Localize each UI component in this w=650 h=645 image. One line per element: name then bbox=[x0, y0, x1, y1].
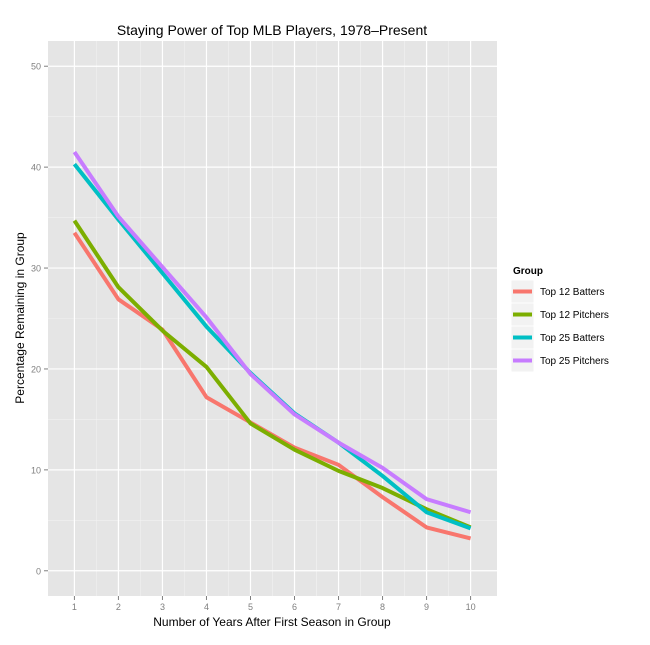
series-line-top-25-pitchers bbox=[72, 150, 472, 515]
legend-label: Top 25 Pitchers bbox=[540, 356, 609, 367]
y-tick-label: 10 bbox=[31, 465, 41, 475]
x-tick-label: 2 bbox=[116, 602, 121, 612]
y-tick-label: 40 bbox=[31, 163, 41, 173]
y-tick-label: 0 bbox=[36, 566, 41, 576]
x-tick-label: 10 bbox=[466, 602, 476, 612]
x-tick-label: 4 bbox=[204, 602, 209, 612]
x-tick-label: 3 bbox=[160, 602, 165, 612]
x-tick-label: 5 bbox=[248, 602, 253, 612]
legend-title: Group bbox=[513, 266, 543, 277]
y-axis-label: Percentage Remaining in Group bbox=[13, 232, 27, 404]
series-line-top-12-pitchers bbox=[72, 219, 472, 530]
x-tick-label: 1 bbox=[72, 602, 77, 612]
y-tick-label: 50 bbox=[31, 62, 41, 72]
x-tick-label: 8 bbox=[380, 602, 385, 612]
x-axis-label: Number of Years After First Season in Gr… bbox=[153, 615, 391, 629]
x-tick-label: 9 bbox=[424, 602, 429, 612]
y-tick-label: 30 bbox=[31, 264, 41, 274]
y-tick-label: 20 bbox=[31, 364, 41, 374]
legend: Group Top 12 Batters Top 12 Pitchers Top 2… bbox=[510, 266, 609, 373]
legend-label: Top 12 Batters bbox=[540, 287, 604, 298]
x-tick-label: 6 bbox=[292, 602, 297, 612]
chart-title: Staying Power of Top MLB Players, 1978–P… bbox=[117, 22, 427, 38]
legend-label: Top 25 Batters bbox=[540, 333, 604, 344]
x-tick-label: 7 bbox=[336, 602, 341, 612]
legend-label: Top 12 Pitchers bbox=[540, 310, 609, 321]
